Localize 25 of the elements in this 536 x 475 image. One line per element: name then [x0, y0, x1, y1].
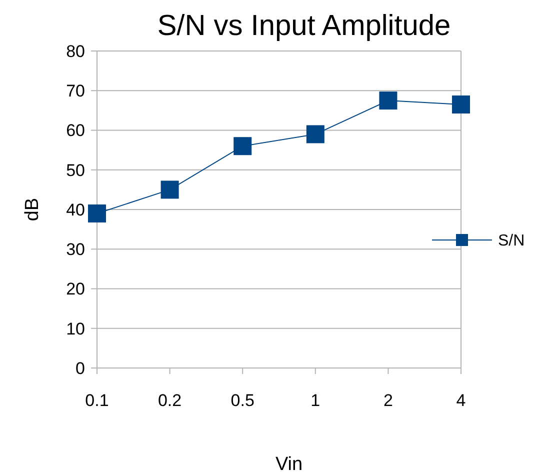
- x-tick-label: 0.2: [158, 391, 182, 410]
- y-axis-title: dB: [22, 198, 43, 222]
- x-tick-label: 0.1: [85, 391, 109, 410]
- y-tick-label: 80: [66, 42, 85, 61]
- y-tick-label: 20: [66, 280, 85, 299]
- y-tick-label: 60: [66, 121, 85, 140]
- chart-title: S/N vs Input Amplitude: [157, 10, 451, 42]
- x-tick-label: 2: [383, 391, 393, 410]
- y-tick-label: 10: [66, 319, 85, 338]
- y-tick-label: 70: [66, 82, 85, 101]
- legend-label: S/N: [498, 232, 525, 250]
- point: [234, 137, 252, 156]
- x-tick-label: 4: [456, 391, 466, 410]
- x-axis-title: Vin: [275, 454, 303, 475]
- point: [379, 92, 398, 110]
- x-tick-label: 0.5: [230, 391, 254, 410]
- x-tick-label: 1: [310, 391, 320, 410]
- y-tick-label: 50: [66, 160, 85, 180]
- y-tick-label: 30: [66, 240, 85, 260]
- y-tick-label: 0: [76, 358, 85, 378]
- point: [160, 180, 179, 199]
- point: [306, 125, 324, 144]
- point: [452, 95, 470, 114]
- y-tick-label: 40: [66, 200, 85, 220]
- point: [88, 204, 106, 222]
